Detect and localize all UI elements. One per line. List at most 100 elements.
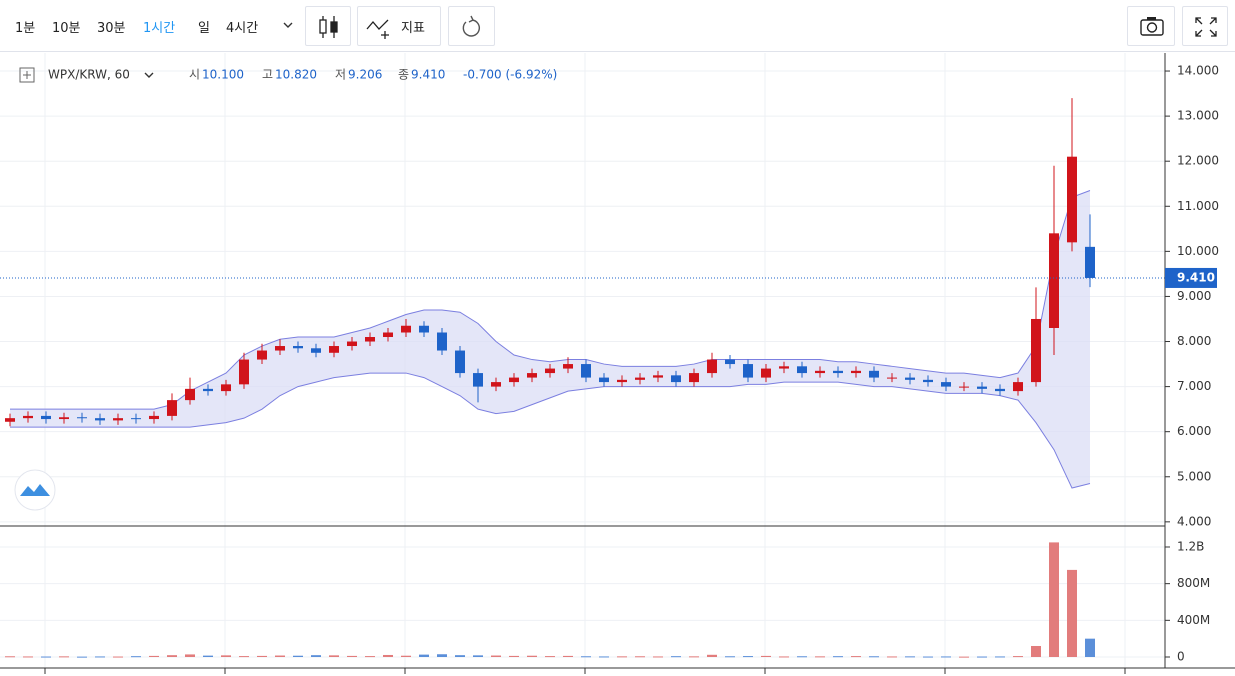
fullscreen-button[interactable] [1182, 6, 1228, 46]
candle-body [671, 375, 681, 383]
candle-body [1049, 233, 1059, 328]
volume-bar [131, 656, 141, 658]
candle-body [347, 341, 357, 347]
legend-value: 10.100 [202, 68, 244, 82]
volume-bar [401, 655, 411, 657]
candle-body [689, 373, 699, 383]
volume-bar [833, 656, 843, 658]
screenshot-button[interactable] [1127, 6, 1175, 46]
vertical-grid [44, 53, 1126, 668]
legend-value: 9.206 [348, 68, 382, 82]
candle-body [257, 350, 267, 360]
candle-body [131, 418, 141, 420]
interval-button[interactable]: 10분 [52, 21, 81, 36]
volume-bar [185, 654, 195, 657]
candle-body [473, 373, 483, 387]
band-upper [10, 190, 1091, 410]
legend-value: 10.820 [275, 68, 317, 82]
volume-bar [437, 654, 447, 657]
interval-button-active[interactable]: 1시간 [143, 21, 176, 36]
volume-bar [959, 656, 969, 658]
candle-body [833, 370, 843, 374]
volume-bar [95, 656, 105, 658]
candle-body [113, 418, 123, 421]
volume-bar [617, 656, 627, 658]
y-tick-label: 13.000 [1177, 109, 1219, 123]
candle-body [1067, 156, 1077, 243]
volume-bar [941, 656, 951, 658]
volume-bar [1013, 656, 1023, 658]
volume-bar [473, 655, 483, 657]
volume-bar [311, 655, 321, 657]
volume-bar [977, 656, 987, 658]
volume-bar [365, 656, 375, 658]
volume-bar [59, 656, 69, 658]
candle-body [725, 359, 735, 365]
volume-bar [725, 656, 735, 658]
candle-body [599, 377, 609, 383]
volume-bar [257, 655, 267, 657]
volume-bar [527, 655, 537, 657]
reset-icon [462, 15, 481, 37]
time-ticks [44, 668, 1126, 674]
volume-bar [455, 655, 465, 657]
candle-body [1013, 382, 1023, 392]
candle-body [221, 384, 231, 392]
indicator-button[interactable]: 지표 [357, 6, 441, 46]
y-tick-label: 6.000 [1177, 424, 1211, 438]
volume-bar [149, 655, 159, 657]
volume-bar [995, 656, 1005, 658]
last-price-box [1165, 267, 1217, 288]
volume-bar [23, 656, 33, 658]
volume-bar [851, 656, 861, 658]
interval-button[interactable]: 4시간 [226, 21, 259, 36]
volume-bar [815, 656, 825, 658]
volume-bar [653, 656, 663, 658]
interval-button[interactable]: 30분 [97, 21, 126, 36]
y-tick-label: 400M [1177, 613, 1210, 627]
volume-bar [113, 656, 123, 658]
candle-body [509, 377, 519, 383]
candle-body [887, 377, 897, 379]
interval-button[interactable]: 1분 [15, 21, 36, 36]
volume-bar [707, 654, 717, 657]
volume-bar [1085, 638, 1095, 657]
volume-bar [689, 656, 699, 658]
y-tick-label: 12.000 [1177, 154, 1219, 168]
candle-icon [319, 16, 338, 38]
chart-type-button[interactable] [305, 6, 351, 46]
candle-body [23, 415, 33, 419]
logo [14, 469, 56, 511]
volume-bar [671, 656, 681, 658]
volume-bar [743, 656, 753, 658]
volume-bar [797, 656, 807, 658]
volume-bar [581, 656, 591, 658]
candle-body [941, 382, 951, 387]
y-tick-label: 1.2B [1177, 539, 1204, 553]
candle-body [545, 368, 555, 374]
candle-body [5, 418, 15, 422]
volume-bar [77, 656, 87, 658]
y-tick-label: 14.000 [1177, 64, 1219, 78]
candle-body [563, 364, 573, 369]
volume-bar [329, 655, 339, 657]
candle-body [167, 400, 177, 416]
y-tick-label: 8.000 [1177, 334, 1211, 348]
candle-body [203, 388, 213, 392]
reset-button[interactable] [448, 6, 495, 46]
interval-chevron[interactable] [282, 21, 294, 31]
volume-bar [383, 654, 393, 657]
legend-label: 고 [262, 68, 273, 82]
volume-bar [869, 656, 879, 658]
y-tick-label: 9.000 [1177, 289, 1211, 303]
candle-body [95, 418, 105, 421]
interval-button[interactable]: 일 [198, 21, 210, 36]
candle-body [977, 386, 987, 389]
candle-body [59, 417, 69, 420]
band-lower [10, 372, 1091, 489]
candle-body [1085, 246, 1095, 278]
volume-bar [509, 655, 519, 657]
indicator-icon [366, 19, 389, 39]
